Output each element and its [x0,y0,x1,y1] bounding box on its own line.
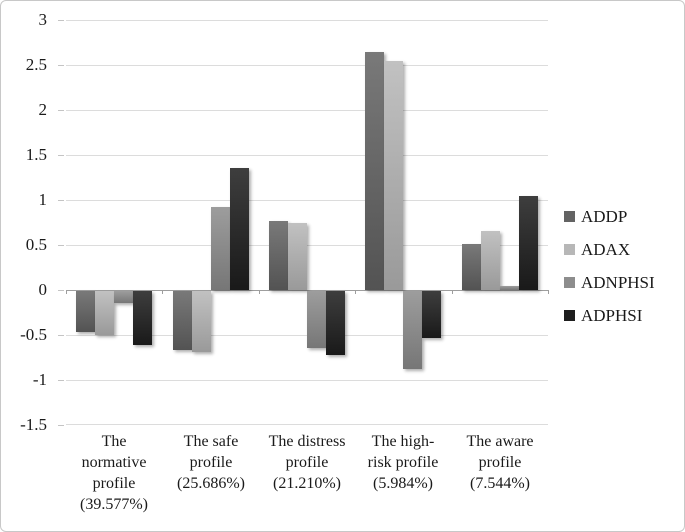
y-axis-tick-mark [58,65,64,66]
x-axis-tick-mark [162,290,163,294]
bar-addp-category-3 [269,221,288,290]
y-axis-tick-label: 2.5 [25,55,47,74]
x-axis-category-label: The safe profile (25.686%) [177,433,245,492]
y-axis-tick-mark [58,110,64,111]
y-axis-tick-label: -1 [32,370,47,389]
y-axis-tick-label: 0 [38,280,48,299]
x-axis-category-label: The high- risk profile (5.984%) [367,433,439,492]
y-axis-tick-mark [58,20,64,21]
bar-adax-category-4 [384,61,403,290]
y-axis-tick-label: 2 [38,100,48,119]
bar-adphsi-category-4 [422,291,441,338]
y-axis-tick-label: 0.5 [25,235,47,254]
x-axis-tick-mark [355,290,356,294]
bar-addp-category-2 [173,291,192,350]
x-axis-tick-mark [452,290,453,294]
bar-adnphsi-category-1 [114,291,133,303]
gridline [66,424,548,425]
bar-adax-category-2 [192,291,211,352]
legend-item-adax: ADAX [564,239,655,260]
legend-label: ADNPHSI [581,273,655,292]
x-axis-category-label: The normative profile (39.577%) [80,433,148,513]
y-axis-tick-label: 3 [38,10,48,29]
bar-addp-category-4 [365,52,384,290]
bar-adphsi-category-2 [230,168,249,290]
y-axis-tick-label: -0.5 [20,325,47,344]
gridline [66,20,548,21]
gridline [66,245,548,246]
bar-addp-category-5 [462,244,481,290]
bar-adax-category-5 [481,231,500,290]
gridline [66,65,548,66]
plot-area [66,20,549,425]
bar-adax-category-3 [288,223,307,290]
legend-item-adphsi: ADPHSI [564,305,655,326]
y-axis-tick-label: -1.5 [20,415,47,434]
legend: ADDP ADAX ADNPHSI ADPHSI [564,206,655,338]
gridline [66,155,548,156]
legend-label: ADAX [581,240,631,259]
x-axis-tick-mark [259,290,260,294]
bar-adnphsi-category-2 [211,207,230,290]
y-axis-tick-mark [58,425,64,426]
bar-addp-category-1 [76,291,95,332]
y-axis-tick-label: 1.5 [25,145,47,164]
legend-item-adnphsi: ADNPHSI [564,272,655,293]
x-axis-category-label: The aware profile (7.544%) [466,433,534,492]
gridline [66,380,548,381]
bar-adphsi-category-3 [326,291,345,355]
gridline [66,110,548,111]
legend-swatch-icon [564,211,575,222]
legend-swatch-icon [564,310,575,321]
y-axis-tick-mark [58,200,64,201]
gridline [66,200,548,201]
legend-label: ADDP [581,207,628,226]
y-axis-tick-label: 1 [38,190,48,209]
y-axis-tick-mark [58,335,64,336]
bar-adax-category-1 [95,291,114,335]
bar-adphsi-category-1 [133,291,152,345]
x-axis-category-label: The distress profile (21.210%) [268,433,346,492]
legend-label: ADPHSI [581,306,643,325]
bar-adphsi-category-5 [519,196,538,290]
legend-item-addp: ADDP [564,206,655,227]
x-axis-tick-mark [548,290,549,294]
legend-swatch-icon [564,277,575,288]
x-axis-baseline [66,290,548,291]
bar-adnphsi-category-3 [307,291,326,348]
x-axis-tick-mark [66,290,67,294]
y-axis-tick-mark [58,290,64,291]
y-axis-tick-mark [58,245,64,246]
bar-adnphsi-category-5 [500,286,519,290]
y-axis-tick-mark [58,155,64,156]
legend-swatch-icon [564,244,575,255]
y-axis-tick-mark [58,380,64,381]
bar-adnphsi-category-4 [403,291,422,369]
